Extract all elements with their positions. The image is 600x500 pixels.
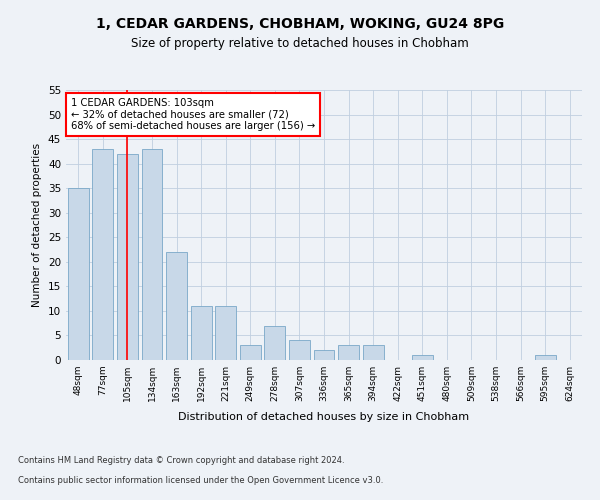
Text: Distribution of detached houses by size in Chobham: Distribution of detached houses by size … — [178, 412, 470, 422]
Y-axis label: Number of detached properties: Number of detached properties — [32, 143, 43, 307]
Text: 1 CEDAR GARDENS: 103sqm
← 32% of detached houses are smaller (72)
68% of semi-de: 1 CEDAR GARDENS: 103sqm ← 32% of detache… — [71, 98, 316, 132]
Text: Size of property relative to detached houses in Chobham: Size of property relative to detached ho… — [131, 38, 469, 51]
Bar — [191, 306, 212, 360]
Bar — [412, 355, 433, 360]
Bar — [289, 340, 310, 360]
Bar — [68, 188, 89, 360]
Bar — [265, 326, 286, 360]
Bar — [338, 346, 359, 360]
Bar — [362, 346, 383, 360]
Bar — [117, 154, 138, 360]
Text: Contains public sector information licensed under the Open Government Licence v3: Contains public sector information licen… — [18, 476, 383, 485]
Text: Contains HM Land Registry data © Crown copyright and database right 2024.: Contains HM Land Registry data © Crown c… — [18, 456, 344, 465]
Bar — [92, 149, 113, 360]
Bar — [535, 355, 556, 360]
Text: 1, CEDAR GARDENS, CHOBHAM, WOKING, GU24 8PG: 1, CEDAR GARDENS, CHOBHAM, WOKING, GU24 … — [96, 18, 504, 32]
Bar — [240, 346, 261, 360]
Bar — [314, 350, 334, 360]
Bar — [142, 149, 163, 360]
Bar — [166, 252, 187, 360]
Bar — [215, 306, 236, 360]
